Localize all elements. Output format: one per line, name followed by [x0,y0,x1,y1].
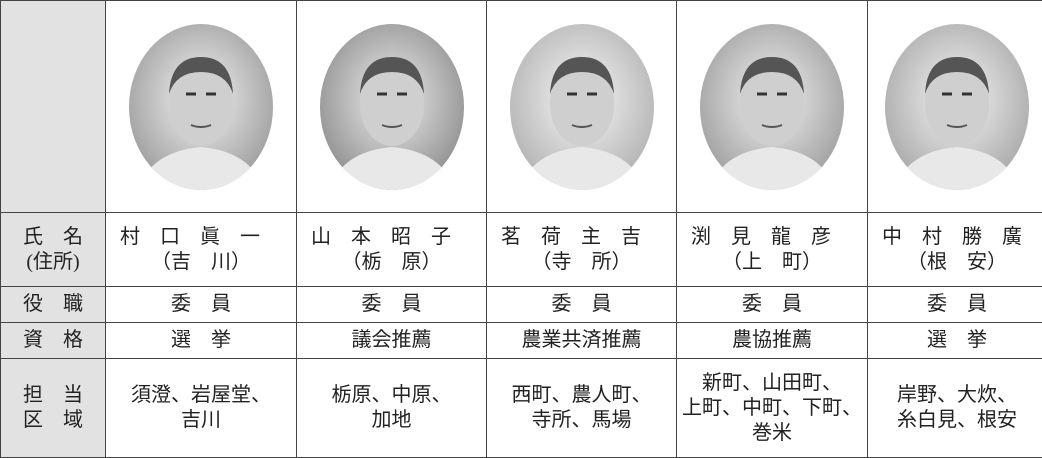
portrait [882,22,1032,192]
photo-row [1,1,1042,213]
role-cell: 委 員 [868,287,1042,323]
member-name: 茗 荷 主 吉 [487,225,676,250]
portrait [126,22,276,192]
member-name: 渕 見 龍 彦 [677,225,867,250]
area-cell: 西町、農人町、寺所、馬場 [487,359,677,458]
area-line: 須澄、岩屋堂、 [106,383,296,408]
area-line: 西町、農人町、 [487,383,676,408]
photo-cell [487,1,677,213]
member-address: （寺 所） [487,250,676,275]
role-cell: 委 員 [106,287,297,323]
area-line: 栃原、中原、 [297,383,486,408]
area-line: 加地 [297,408,486,433]
photo-cell [106,1,297,213]
role-cell: 委 員 [297,287,487,323]
area-line: 寺所、馬場 [487,408,676,433]
photo-cell [677,1,868,213]
photo-cell [297,1,487,213]
role-cell: 委 員 [487,287,677,323]
name-cell: 村 口 眞 一（吉 川） [106,213,297,287]
member-name: 中 村 勝 廣 [868,225,1042,250]
role-cell: 委 員 [677,287,868,323]
member-address: （栃 原） [297,250,486,275]
header-cell: 氏 名 (住所) [1,213,106,287]
qualification-cell: 議会推薦 [297,323,487,359]
area-cell: 岸野、大炊、糸白見、根安 [868,359,1042,458]
area-line: 巻米 [677,421,867,446]
qualification-cell: 選 挙 [868,323,1042,359]
area-cell: 須澄、岩屋堂、吉川 [106,359,297,458]
portrait [317,22,467,192]
header-cell: 資 格 [1,323,106,359]
name-row: 氏 名 (住所)村 口 眞 一（吉 川）山 本 昭 子（栃 原）茗 荷 主 吉（… [1,213,1042,287]
area-line: 上町、中町、下町、 [677,396,867,421]
photo-cell [868,1,1042,213]
name-cell: 渕 見 龍 彦（上 町） [677,213,868,287]
name-cell: 山 本 昭 子（栃 原） [297,213,487,287]
area-row: 担 当 区 域須澄、岩屋堂、吉川栃原、中原、加地西町、農人町、寺所、馬場新町、山… [1,359,1042,458]
qualification-cell: 選 挙 [106,323,297,359]
portrait [507,22,657,192]
header-label: 区 域 [1,408,105,433]
qualification-row: 資 格選 挙議会推薦農業共済推薦農協推薦選 挙 [1,323,1042,359]
qualification-cell: 農業共済推薦 [487,323,677,359]
qualification-cell: 農協推薦 [677,323,868,359]
member-address: （上 町） [677,250,867,275]
area-line: 糸白見、根安 [868,408,1042,433]
role-row: 役 職委 員委 員委 員委 員委 員 [1,287,1042,323]
area-line: 新町、山田町、 [677,371,867,396]
member-address: （根 安） [868,250,1042,275]
header-cell: 役 職 [1,287,106,323]
name-cell: 中 村 勝 廣（根 安） [868,213,1042,287]
header-label: 氏 名 [1,225,105,250]
area-cell: 新町、山田町、上町、中町、下町、巻米 [677,359,868,458]
member-name: 山 本 昭 子 [297,225,486,250]
portrait [697,22,847,192]
header-label: 担 当 [1,383,105,408]
header-label: (住所) [1,250,105,275]
area-cell: 栃原、中原、加地 [297,359,487,458]
member-address: （吉 川） [106,250,296,275]
name-cell: 茗 荷 主 吉（寺 所） [487,213,677,287]
header-cell: 担 当 区 域 [1,359,106,458]
member-name: 村 口 眞 一 [106,225,296,250]
header-cell [1,1,106,213]
area-line: 吉川 [106,408,296,433]
area-line: 岸野、大炊、 [868,383,1042,408]
